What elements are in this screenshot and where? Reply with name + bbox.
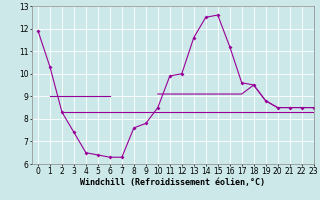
- X-axis label: Windchill (Refroidissement éolien,°C): Windchill (Refroidissement éolien,°C): [80, 178, 265, 187]
